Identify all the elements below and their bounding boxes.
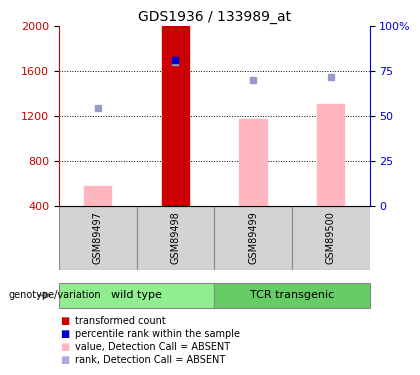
- Bar: [292, 206, 370, 270]
- Text: value, Detection Call = ABSENT: value, Detection Call = ABSENT: [75, 342, 230, 352]
- Text: ■: ■: [60, 355, 70, 365]
- Text: percentile rank within the sample: percentile rank within the sample: [75, 329, 240, 339]
- Text: GSM89498: GSM89498: [171, 211, 180, 264]
- Text: wild type: wild type: [111, 290, 162, 300]
- Text: ■: ■: [60, 316, 70, 326]
- Bar: [59, 206, 136, 270]
- Text: genotype/variation: genotype/variation: [8, 290, 101, 300]
- Bar: [84, 186, 111, 206]
- Text: GSM89497: GSM89497: [93, 211, 102, 264]
- Text: rank, Detection Call = ABSENT: rank, Detection Call = ABSENT: [75, 355, 225, 365]
- Text: ■: ■: [60, 342, 70, 352]
- Bar: [317, 104, 344, 206]
- Bar: [214, 206, 292, 270]
- Text: GSM89499: GSM89499: [248, 211, 258, 264]
- Text: transformed count: transformed count: [75, 316, 165, 326]
- Bar: [136, 206, 214, 270]
- Bar: [239, 119, 267, 206]
- Bar: [162, 26, 189, 206]
- Text: TCR transgenic: TCR transgenic: [250, 290, 334, 300]
- Text: GSM89500: GSM89500: [326, 211, 336, 264]
- Text: ■: ■: [60, 329, 70, 339]
- Title: GDS1936 / 133989_at: GDS1936 / 133989_at: [138, 10, 291, 24]
